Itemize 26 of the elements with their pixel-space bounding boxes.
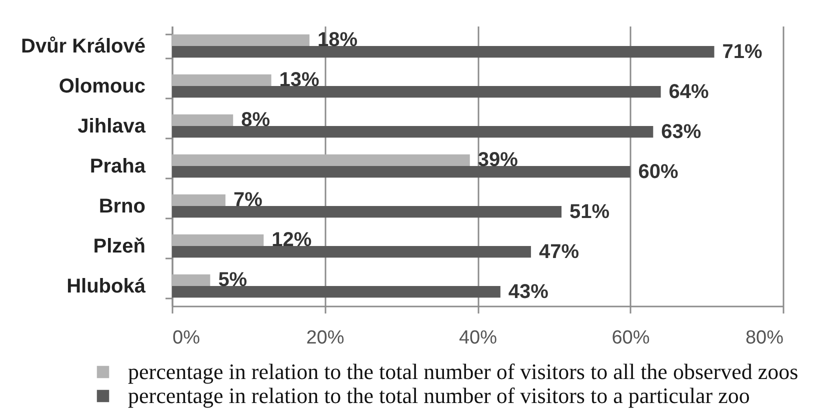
data-label: 71% (722, 40, 763, 63)
y-tick-label: Dvůr Králové (21, 36, 146, 58)
data-label: 64% (668, 80, 710, 103)
legend-label: percentage in relation to the total number of visitors to all the observed zoos (128, 359, 798, 384)
data-label: 13% (279, 69, 320, 92)
data-label: 12% (272, 229, 312, 252)
data-label: 63% (661, 120, 702, 143)
data-label: 60% (638, 160, 678, 183)
data-label: 43% (508, 280, 549, 303)
data-label: 51% (570, 200, 610, 223)
y-tick-label: Olomouc (58, 76, 146, 98)
y-tick-label: Hluboká (66, 276, 146, 298)
y-tick-label: Brno (98, 196, 146, 218)
y-tick-label: Jihlava (78, 116, 146, 138)
x-tick-label: 60% (612, 328, 650, 348)
data-label: 47% (538, 240, 580, 263)
x-tick-label: 20% (306, 328, 344, 348)
y-tick-label: Plzeň (93, 236, 146, 258)
data-label: 5% (218, 269, 248, 292)
y-tick-label: Praha (90, 156, 146, 178)
x-tick-label: 40% (458, 328, 498, 348)
legend-label: percentage in relation to the total number of visitors to a particular zoo (128, 383, 750, 408)
data-label: 8% (241, 109, 270, 132)
x-tick-label: 0% (172, 328, 200, 348)
x-tick-label: 80% (745, 328, 784, 348)
data-label: 7% (233, 189, 263, 212)
